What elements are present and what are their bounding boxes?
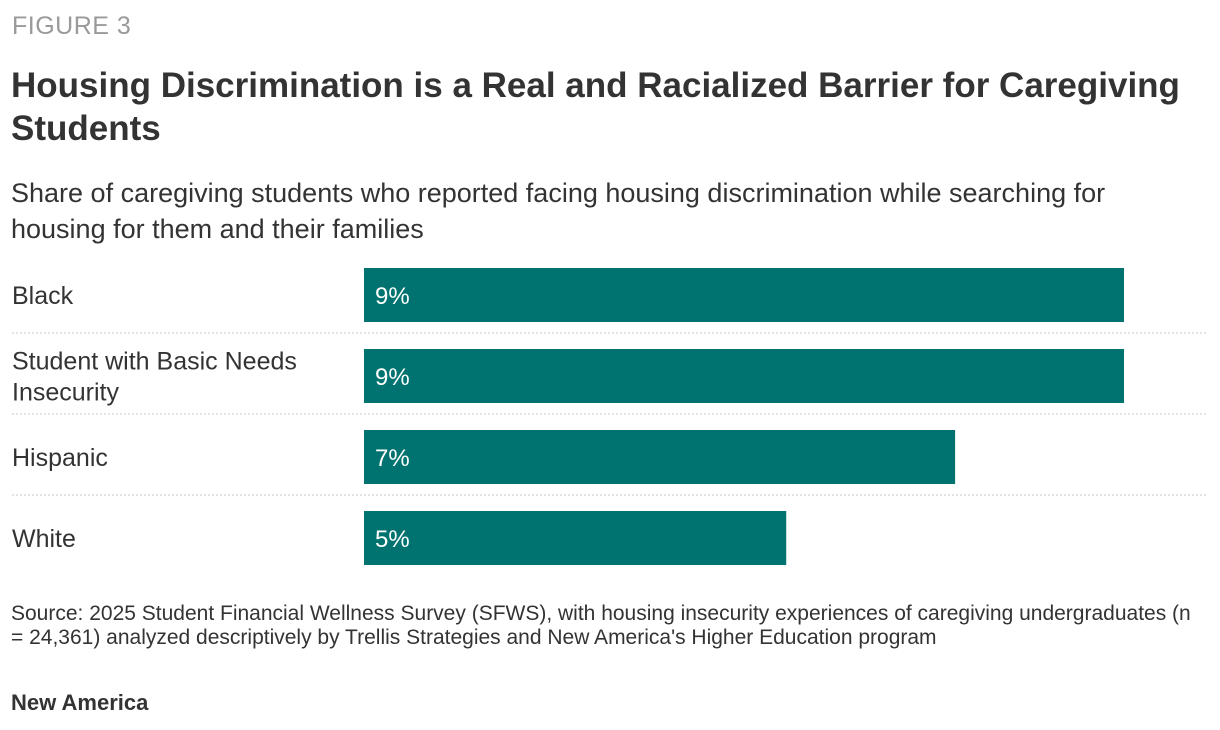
figure-label: FIGURE 3 — [12, 12, 132, 40]
category-label: Black — [12, 282, 74, 310]
bar — [364, 349, 1124, 403]
category-label: Insecurity — [12, 379, 119, 407]
bar — [364, 430, 956, 484]
brand-name: New America — [11, 690, 149, 715]
bar-value-label: 5% — [375, 526, 410, 553]
bar-value-label: 9% — [375, 364, 410, 391]
category-label: White — [12, 525, 76, 553]
chart-subtitle: Share of caregiving students who reporte… — [11, 178, 1106, 244]
chart-title: Housing Discrimination is a Real and Rac… — [11, 66, 1180, 148]
bar — [364, 511, 787, 565]
bar-value-label: 9% — [375, 283, 410, 310]
category-label: Student with Basic Needs — [12, 348, 297, 376]
category-label: Hispanic — [12, 444, 108, 472]
source-note: Source: 2025 Student Financial Wellness … — [11, 602, 1191, 649]
bar-value-label: 7% — [375, 445, 410, 472]
bar — [364, 268, 1124, 322]
bar-chart: Black 9% Student with Basic Needs Insecurit… — [12, 268, 1208, 565]
